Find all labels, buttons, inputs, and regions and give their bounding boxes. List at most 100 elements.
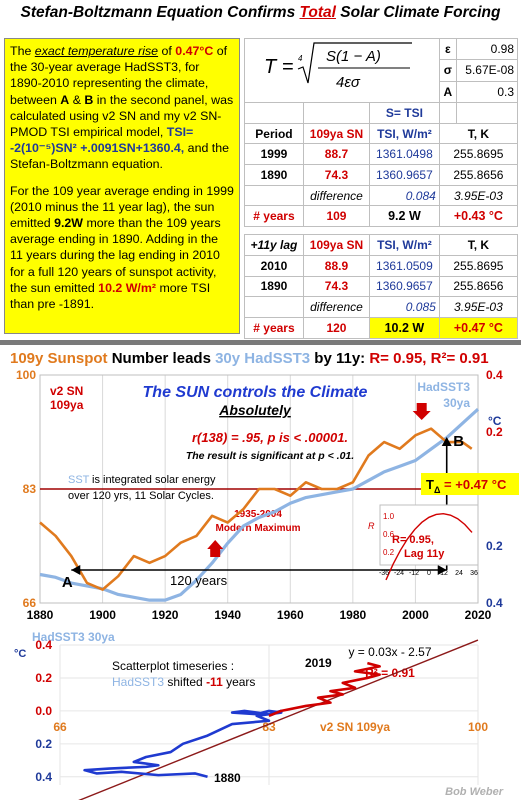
span-arrow-left-icon (71, 565, 81, 575)
epsilon-symbol: ε (438, 37, 457, 61)
chart1-x-tick: 2020 (465, 608, 492, 622)
chart2-label-1880: 1880 (214, 771, 241, 785)
difference-tsi: 0.085 (369, 296, 440, 318)
row-temp: 255.8695 (438, 143, 519, 166)
row-year: 1890 (244, 275, 304, 298)
chart-panel: 109y Sunspot Number leads 30y HadSST3 by… (0, 340, 521, 800)
chart2-legend-text-2: HadSST3 shifted -11 years (112, 675, 255, 689)
difference-temp: 3.95E-03 (438, 184, 519, 207)
inset-x-tick: -24 (394, 570, 404, 577)
chart1-right-tick: 0.4 (486, 368, 503, 382)
chart1-x-tick: 1980 (340, 608, 367, 622)
chart1-right-axis-label: HadSST3 (417, 380, 470, 394)
chart2-y-tick: 0.0 (35, 704, 52, 718)
header-period: Period (244, 122, 304, 145)
b-arrow-icon (441, 437, 452, 446)
note-run: exact temperature rise (34, 44, 159, 58)
chart1-right-axis-label: 30ya (443, 396, 470, 410)
note-run: of the 30-year average HadSST3, for 1890… (10, 44, 228, 107)
inset-axis-label: R (368, 521, 375, 531)
chart1-x-tick: 1880 (27, 608, 54, 622)
note-run: more than the 109 years average ending i… (10, 216, 221, 295)
header-sn: 109ya SN (302, 122, 371, 145)
chart2-label-2019: 2019 (305, 656, 332, 670)
epsilon-value: 0.98 (455, 37, 519, 61)
stefan-boltzmann-table: T = 4 S(1 − A) 4εσ ε 0.98 σ 5.67E-08 A 0… (244, 37, 519, 339)
chart1-x-tick: 1900 (89, 608, 116, 622)
span-label: 120 years (170, 573, 228, 588)
stefan-boltzmann-formula: T = 4 S(1 − A) 4εσ (264, 42, 412, 91)
tsi-gain: 9.2 W (369, 205, 440, 228)
chart1-series-hadsst3 (39, 408, 480, 602)
chart2-x-tick: 100 (468, 720, 488, 734)
note-run: For the 109 year average ending in 1999 … (10, 183, 234, 231)
note-run: and the Stefan-Boltzmann equation. (10, 141, 230, 172)
chart1-x-tick: 1920 (152, 608, 179, 622)
chart1-title-part: 30y HadSST3 (215, 350, 310, 367)
row-tsi: 1360.9657 (369, 275, 440, 298)
note-run: TSI= -2(10⁻⁵)SN² +.0091SN+1360.4, (10, 125, 194, 156)
chart1-x-tick: 1940 (214, 608, 241, 622)
svg-text:S(1 − A): S(1 − A) (326, 48, 381, 65)
chart1-title-part: Number (108, 350, 169, 367)
row-sn: 74.3 (302, 164, 371, 186)
delta-t-part: Δ (434, 485, 441, 495)
down-arrow-icon (412, 403, 431, 420)
chart1-subtitle-2: Absolutely (218, 402, 292, 418)
title-emphasis: Total (299, 4, 336, 21)
years-label: # years (244, 316, 304, 339)
chart1-x-tick: 2000 (402, 608, 429, 622)
title-text-3: Solar Climate Forcing (335, 4, 501, 21)
inset-x-tick: 12 (440, 570, 448, 577)
chart1-right-tick: 0.4 (486, 596, 503, 610)
inset-tick: 0.2 (383, 548, 395, 557)
chart1-annotation-period-2: Modern Maximum (215, 523, 300, 534)
chart1-right-unit: °C (488, 414, 502, 428)
chart2-trendline (78, 639, 479, 800)
difference-temp: 3.95E-03 (438, 296, 519, 318)
chart1-x-tick: 1960 (277, 608, 304, 622)
chart2-y-axis-label: HadSST3 30ya (32, 630, 115, 644)
inset-tick: 1.0 (383, 512, 395, 521)
temp-gain: +0.47 °C (438, 316, 519, 339)
chart1-left-tick: 100 (16, 368, 36, 382)
chart1-right-tick: 0.2 (486, 539, 503, 553)
header-tsi: TSI, W/m² (369, 234, 440, 256)
title-text-1: Stefan-Boltzmann Equation (20, 4, 228, 21)
up-arrow-icon (207, 540, 224, 557)
chart2-series-recent (268, 661, 381, 718)
note-run: 9.2W (54, 216, 83, 231)
chart1-series-sunspot (39, 427, 473, 591)
chart1-annotation-sst-head: SST (68, 474, 90, 486)
row-temp: 255.8656 (438, 164, 519, 186)
chart2-legend-part: shifted (164, 675, 206, 689)
delta-t-box (421, 473, 519, 495)
row-sn: 88.9 (302, 254, 371, 277)
temp-gain: +0.43 °C (438, 205, 519, 228)
chart1-annotation-period: 1935-2004 (234, 509, 282, 520)
difference-label: difference (302, 184, 371, 207)
row-year: 1999 (244, 143, 304, 166)
years-value: 109 (302, 205, 371, 228)
inset-x-tick: 24 (455, 570, 463, 577)
svg-text:4: 4 (298, 54, 303, 63)
row-tsi: 1360.9657 (369, 164, 440, 186)
chart2-x-axis-label: v2 SN 109ya (320, 720, 390, 734)
inset-x-tick: 0 (427, 570, 431, 577)
note-run: more TSI than pre -1891. (10, 280, 211, 312)
delta-t-part: = +0.47 °C (444, 477, 507, 492)
chart2-equation: y = 0.03x - 2.57 (348, 645, 431, 659)
charts-svg: 109y Sunspot Number leads 30y HadSST3 by… (10, 350, 519, 800)
note-run: A (60, 92, 70, 107)
chart2-legend-text: Scatterplot timeseries : (112, 659, 234, 673)
tsi-gain: 10.2 W (369, 316, 440, 339)
inset-text: R= 0.95, (392, 534, 434, 546)
header-tsi: TSI, W/m² (369, 122, 440, 145)
marker-b: B (453, 433, 464, 450)
note-run: 10.2 W/m² (98, 280, 157, 295)
years-value: 120 (302, 316, 371, 339)
chart2-y-unit: °C (14, 648, 26, 660)
inset-text-2: Lag 11y (404, 548, 445, 560)
marker-a: A (62, 574, 73, 591)
chart1-title-part: leads (168, 350, 215, 367)
